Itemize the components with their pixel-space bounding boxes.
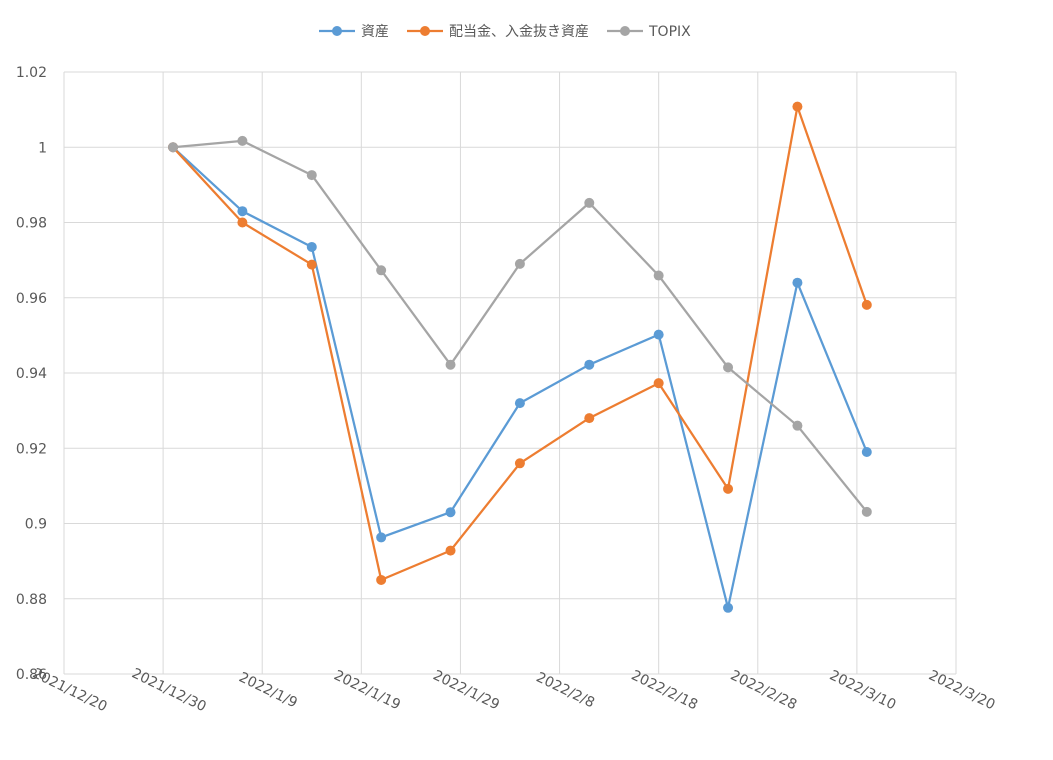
x-tick-label: 2021/12/30 (129, 666, 209, 716)
data-point (792, 420, 803, 431)
data-point (306, 170, 317, 181)
legend-marker (420, 26, 430, 36)
legend-label: TOPIX (648, 24, 691, 40)
legend-marker (332, 26, 342, 36)
legend-item: 資産 (319, 24, 389, 40)
series-line (172, 139, 868, 513)
y-tick-label: 0.98 (16, 216, 47, 232)
data-point (723, 602, 734, 613)
grid-lines (63, 71, 957, 675)
x-tick-label: 2022/1/9 (236, 669, 300, 711)
data-point (306, 241, 317, 252)
data-point (723, 362, 734, 373)
data-point (653, 378, 664, 389)
series-line (172, 146, 868, 609)
data-point (445, 507, 456, 518)
y-tick-label: 0.86 (16, 667, 47, 683)
legend-label: 資産 (361, 24, 389, 40)
legend-label: 配当金、入金抜き資産 (449, 24, 589, 40)
data-point (792, 101, 803, 112)
y-tick-label: 0.94 (16, 366, 47, 382)
data-point (168, 142, 179, 153)
y-tick-label: 0.92 (16, 441, 47, 457)
series-line (172, 105, 868, 582)
data-point (861, 299, 872, 310)
x-tick-label: 2022/2/8 (534, 669, 598, 711)
series-2 (168, 135, 872, 517)
data-point (514, 458, 525, 469)
y-tick-label: 0.96 (16, 291, 47, 307)
y-tick-label: 0.88 (16, 592, 47, 608)
legend-item: 配当金、入金抜き資産 (407, 24, 589, 40)
x-tick-label: 2021/12/20 (30, 666, 110, 716)
series-0 (168, 142, 872, 613)
x-tick-label: 2022/3/20 (926, 667, 998, 713)
y-axis-ticks: 0.86 0.88 0.9 0.92 0.94 0.96 0.98 1 1.02 (16, 65, 47, 683)
data-point (306, 259, 317, 270)
data-point (445, 359, 456, 370)
series-group (168, 101, 872, 613)
data-point (445, 545, 456, 556)
legend-marker (620, 26, 630, 36)
data-point (376, 532, 387, 543)
data-point (861, 447, 872, 458)
y-tick-label: 0.9 (25, 517, 47, 533)
legend-item: TOPIX (607, 24, 691, 40)
data-point (792, 277, 803, 288)
data-point (514, 258, 525, 269)
data-point (584, 413, 595, 424)
data-point (653, 270, 664, 281)
data-point (237, 135, 248, 146)
data-point (723, 483, 734, 494)
legend: 資産 配当金、入金抜き資産 TOPIX (319, 24, 691, 40)
data-point (237, 217, 248, 228)
data-point (584, 197, 595, 208)
x-axis-ticks: 2021/12/20 2021/12/30 2022/1/9 2022/1/19 202… (30, 666, 998, 716)
data-point (861, 506, 872, 517)
data-point (237, 206, 248, 217)
y-tick-label: 1.02 (16, 65, 47, 81)
data-point (376, 265, 387, 276)
y-tick-label: 1 (38, 140, 47, 156)
data-point (514, 398, 525, 409)
data-point (653, 329, 664, 340)
data-point (584, 359, 595, 370)
series-1 (168, 101, 872, 585)
data-point (376, 574, 387, 585)
